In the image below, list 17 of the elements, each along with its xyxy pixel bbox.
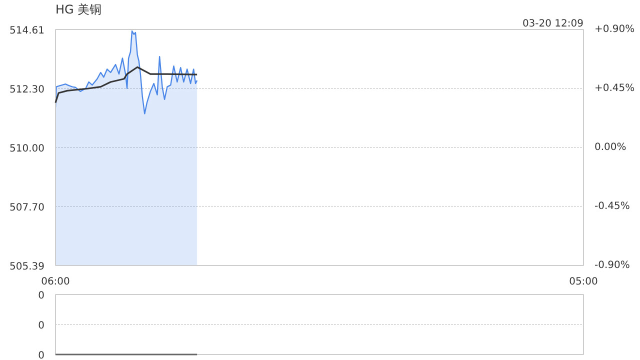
y2-tick-label: +0.45%	[594, 83, 635, 94]
x-tick-label: 05:00	[569, 276, 598, 288]
annotation: 03-20 12:09	[522, 18, 584, 30]
y2-tick-label: -0.90%	[594, 260, 630, 271]
y-tick-label: 510.00	[10, 144, 45, 154]
y-tick-label: 0	[38, 290, 45, 302]
x-tick-label: 06:00	[41, 276, 70, 288]
y-tick-label: 514.61	[10, 26, 45, 36]
y2-tick-label: +0.90%	[594, 24, 635, 35]
chart-title: HG 美铜	[56, 2, 102, 16]
y-tick-label: 0	[38, 320, 45, 332]
y-tick-label: 512.30	[10, 84, 45, 96]
y2-tick-label: -0.45%	[594, 201, 630, 212]
y-tick-label: 0	[38, 350, 45, 360]
y-tick-label: 507.70	[10, 202, 45, 214]
y2-tick-label: 0.00%	[594, 142, 626, 153]
y-tick-label: 505.39	[10, 262, 45, 272]
